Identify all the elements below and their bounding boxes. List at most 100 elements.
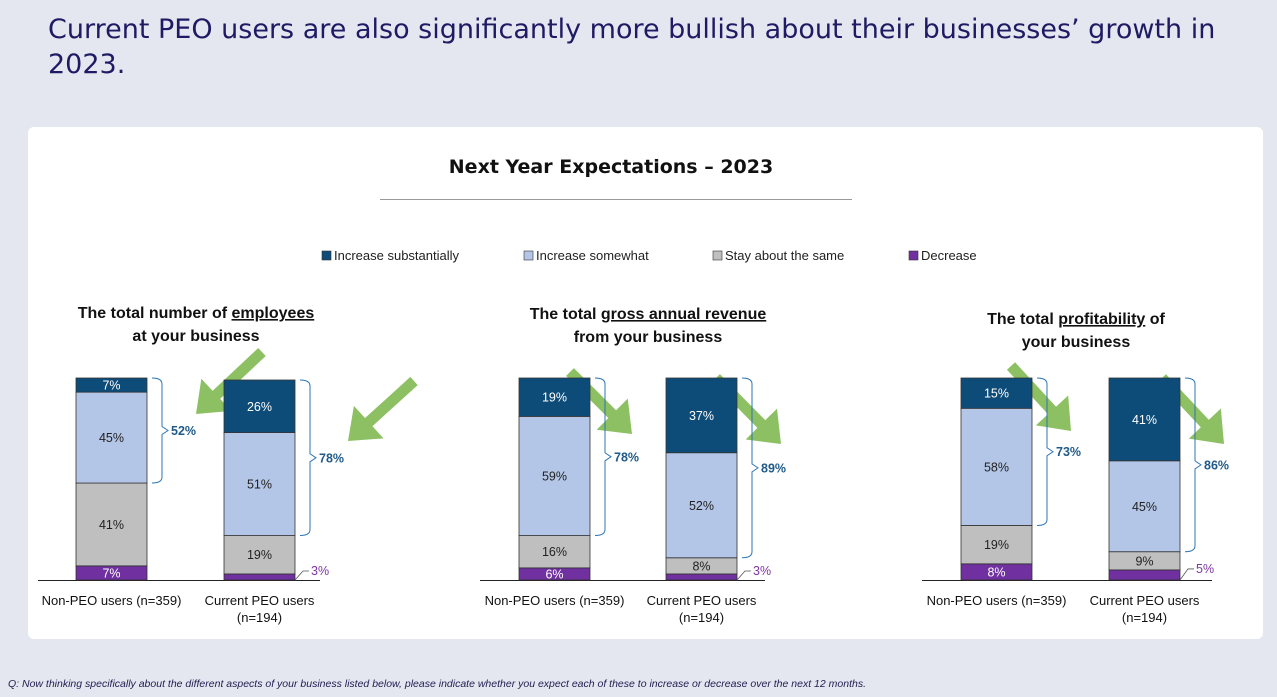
data-label: 19% — [542, 391, 567, 405]
arrow-head — [745, 408, 781, 444]
increase-bracket — [1184, 377, 1202, 553]
category-label: Non-PEO users (n=359) — [485, 593, 625, 608]
data-label: 5% — [1196, 562, 1214, 576]
legend-item: Stay about the same — [712, 248, 844, 263]
group-title-part: The total — [530, 306, 601, 323]
increase-total-label: 78% — [319, 451, 344, 465]
data-label: 8% — [692, 559, 710, 573]
increase-total-label: 86% — [1204, 458, 1229, 472]
arrow-icon — [196, 347, 266, 414]
data-label: 7% — [102, 379, 120, 393]
bar-group: The total number of employees at your bus… — [38, 305, 344, 625]
data-label: 19% — [247, 548, 272, 562]
bar-segment — [1108, 377, 1181, 462]
data-label: 45% — [99, 431, 124, 445]
bar-segment — [75, 377, 148, 393]
group-title-line2: your business — [1022, 334, 1131, 351]
legend-label: Increase substantially — [334, 248, 460, 263]
arrow-shaft — [209, 347, 266, 402]
legend-item: Increase somewhat — [523, 248, 649, 263]
increase-total-label: 73% — [1056, 445, 1081, 459]
category-label: Non-PEO users (n=359) — [42, 593, 182, 608]
increase-bracket — [1036, 377, 1054, 526]
arrow-head — [348, 405, 384, 441]
bar-segment — [223, 432, 296, 536]
title-divider — [380, 199, 852, 200]
footnote: Q: Now thinking specifically about the d… — [8, 678, 866, 690]
data-label: 7% — [102, 566, 120, 580]
chart-title: Next Year Expectations – 2023 — [448, 156, 774, 178]
arrow-icon — [348, 376, 418, 441]
leader-line — [1179, 568, 1194, 581]
data-label: 8% — [987, 565, 1005, 579]
data-label: 3% — [753, 564, 771, 578]
data-label: 58% — [984, 460, 1009, 474]
increase-total-label: 52% — [171, 424, 196, 438]
bar-segment — [960, 525, 1033, 565]
category-label-line2: (n=194) — [1122, 610, 1167, 625]
data-label: 3% — [311, 564, 329, 578]
group-title: The total profitability of — [987, 311, 1165, 328]
increase-bracket — [594, 377, 612, 537]
category-label: Non-PEO users (n=359) — [927, 593, 1067, 608]
bar-segment — [960, 377, 1033, 409]
data-label: 15% — [984, 387, 1009, 401]
group-title-line2: from your business — [574, 329, 723, 346]
data-label: 9% — [1135, 554, 1153, 568]
arrow-head — [196, 378, 232, 414]
increase-bracket — [299, 379, 317, 537]
group-title-part: The total — [987, 311, 1058, 328]
group-title-emphasis: employees — [232, 305, 315, 322]
legend-item: Decrease — [908, 248, 977, 263]
data-label: 52% — [689, 499, 714, 513]
data-label: 26% — [247, 400, 272, 414]
legend-swatch — [712, 250, 723, 261]
group-title-emphasis: profitability — [1058, 311, 1145, 328]
group-title-part: The total number of — [78, 305, 232, 322]
bar-segment — [75, 482, 148, 567]
bar-segment — [518, 535, 591, 569]
legend-item: Increase substantially — [321, 248, 460, 263]
chart-legend: Increase substantially Increase somewhat S… — [321, 248, 977, 263]
legend-label: Increase somewhat — [536, 248, 649, 263]
bar-group: The total profitability of your business 1… — [922, 311, 1229, 625]
data-label: 19% — [984, 538, 1009, 552]
category-label: Current PEO users — [647, 593, 757, 608]
bar-segment — [1108, 460, 1181, 553]
category-label: Current PEO users — [205, 593, 315, 608]
data-label: 41% — [99, 518, 124, 532]
bar-segment — [75, 391, 148, 484]
increase-total-label: 89% — [761, 461, 786, 475]
group-title-part: of — [1145, 311, 1165, 328]
arrow-head — [1188, 408, 1224, 444]
data-label: 51% — [247, 478, 272, 492]
headline: Current PEO users are also significantly… — [48, 14, 1216, 80]
bar-segment — [960, 407, 1033, 526]
data-label: 16% — [542, 545, 567, 559]
data-label: 41% — [1132, 413, 1157, 427]
bar-segment — [223, 379, 296, 433]
bar-segment — [665, 452, 738, 559]
legend-label: Stay about the same — [725, 248, 844, 263]
increase-bracket — [741, 377, 759, 559]
increase-total-label: 78% — [614, 450, 639, 464]
data-label: 6% — [545, 567, 563, 581]
bar-segment — [665, 573, 738, 581]
group-title: The total gross annual revenue — [530, 306, 767, 323]
category-label-line2: (n=194) — [679, 610, 724, 625]
leader-line — [736, 570, 751, 581]
bar-segment — [223, 573, 296, 581]
legend-swatch — [908, 250, 919, 261]
group-title-emphasis: gross annual revenue — [601, 306, 766, 323]
bar-segment — [223, 535, 296, 575]
data-label: 59% — [542, 469, 567, 483]
legend-swatch — [523, 250, 534, 261]
category-label-line2: (n=194) — [237, 610, 282, 625]
category-label: Current PEO users — [1090, 593, 1200, 608]
group-title-line2: at your business — [132, 328, 259, 345]
arrow-head — [1035, 395, 1071, 431]
bar-segment — [518, 377, 591, 417]
data-label: 45% — [1132, 500, 1157, 514]
bar-segment — [518, 415, 591, 536]
